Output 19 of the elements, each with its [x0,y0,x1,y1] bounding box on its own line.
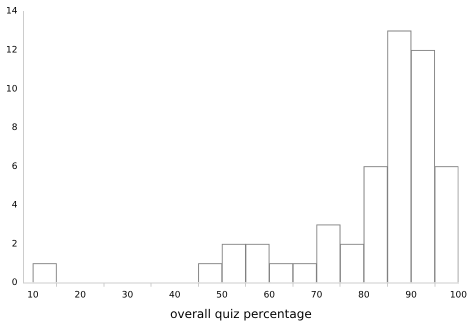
y-tick-label: 2 [12,239,18,250]
y-tick-label: 8 [12,123,18,134]
x-tick-label: 60 [264,290,276,301]
y-tick-label: 4 [12,200,18,211]
x-tick-label: 10 [27,290,39,301]
y-tick-label: 12 [6,46,18,56]
y-tick-label: 10 [6,84,18,94]
x-tick-label: 70 [310,290,323,301]
x-tick-label: 20 [74,290,86,301]
x-tick-label: 50 [216,290,228,301]
y-tick-label: 14 [6,6,18,17]
x-tick-label: 30 [122,290,134,301]
x-axis-title: overall quiz percentage [170,306,312,321]
y-tick-label: 6 [12,162,18,172]
y-tick-label: 0 [12,278,18,288]
x-tick-label: 80 [358,290,370,301]
x-tick-label: 100 [450,290,468,301]
x-tick-label: 40 [169,290,181,301]
x-tick-label: 90 [405,290,418,301]
